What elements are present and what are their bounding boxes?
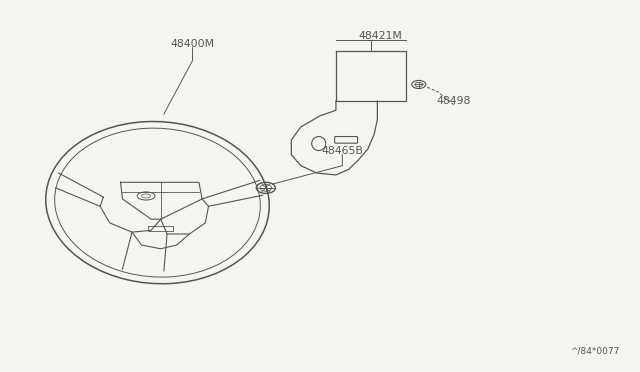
Text: 48421M: 48421M: [358, 32, 403, 41]
Text: 48400M: 48400M: [170, 39, 214, 49]
Text: 48465B: 48465B: [321, 146, 364, 156]
Text: ^/84*0077: ^/84*0077: [570, 347, 620, 356]
Text: 48498: 48498: [436, 96, 471, 106]
